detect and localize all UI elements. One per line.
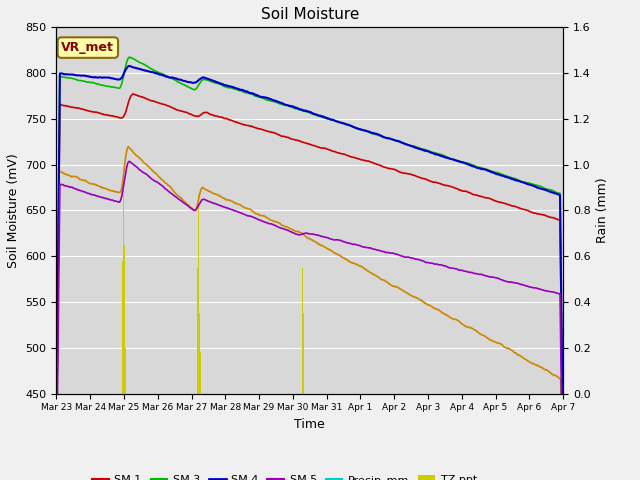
Legend: SM 1, SM 2, SM 3, SM 4, SM 5, Precip_mm, TZ ppt: SM 1, SM 2, SM 3, SM 4, SM 5, Precip_mm,… bbox=[88, 471, 481, 480]
Bar bbox=[125, 348, 126, 394]
Y-axis label: Soil Moisture (mV): Soil Moisture (mV) bbox=[7, 153, 20, 268]
Y-axis label: Rain (mm): Rain (mm) bbox=[596, 178, 609, 243]
Text: VR_met: VR_met bbox=[61, 41, 115, 54]
Bar bbox=[198, 275, 200, 394]
Bar bbox=[197, 268, 198, 394]
Bar bbox=[123, 188, 124, 394]
Bar bbox=[303, 313, 304, 394]
Bar bbox=[199, 313, 200, 394]
Title: Soil Moisture: Soil Moisture bbox=[260, 7, 359, 22]
Bar bbox=[200, 352, 201, 394]
Bar bbox=[124, 245, 125, 394]
Bar bbox=[122, 261, 124, 394]
X-axis label: Time: Time bbox=[294, 418, 325, 431]
Bar bbox=[198, 194, 199, 394]
